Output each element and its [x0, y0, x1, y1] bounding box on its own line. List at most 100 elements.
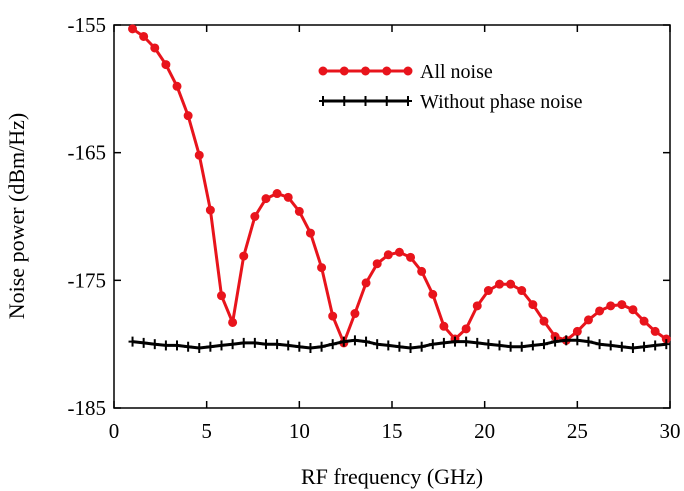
data-point — [216, 291, 226, 301]
data-point — [283, 192, 293, 202]
data-point — [606, 340, 615, 351]
data-point — [317, 263, 327, 273]
data-point — [617, 300, 627, 310]
data-point — [362, 336, 371, 347]
data-point — [506, 279, 516, 289]
data-point — [651, 340, 660, 351]
data-point — [328, 311, 338, 321]
data-point — [461, 324, 471, 334]
x-tick-label: 20 — [474, 419, 495, 443]
data-point — [473, 337, 482, 348]
data-point — [595, 339, 604, 350]
x-tick-label: 10 — [289, 419, 310, 443]
data-point — [205, 205, 215, 215]
data-point — [294, 206, 304, 216]
data-point — [562, 335, 571, 346]
data-point — [228, 339, 237, 350]
data-point — [584, 336, 593, 347]
data-point — [172, 81, 182, 91]
data-point — [239, 251, 249, 261]
data-point — [472, 301, 482, 311]
data-point — [295, 341, 304, 352]
data-point — [403, 66, 413, 76]
data-point — [406, 342, 415, 353]
data-point — [517, 341, 526, 352]
data-point — [361, 96, 370, 106]
data-point — [384, 340, 393, 351]
legend-item: Without phase noise — [319, 91, 583, 113]
data-point — [305, 228, 315, 238]
data-point — [394, 247, 404, 257]
data-point — [628, 305, 638, 315]
data-point — [261, 339, 270, 350]
data-point — [372, 259, 382, 269]
y-tick-label: -155 — [68, 13, 107, 37]
data-point — [517, 286, 527, 296]
data-point — [319, 96, 327, 106]
data-point — [539, 339, 548, 350]
data-point — [417, 341, 426, 352]
x-axis-label: RF frequency (GHz) — [301, 464, 483, 489]
data-point — [161, 60, 171, 70]
y-tick-label: -185 — [68, 396, 107, 420]
series-line — [131, 27, 668, 345]
data-point — [317, 341, 326, 352]
legend-label: All noise — [420, 61, 493, 83]
data-point — [572, 326, 582, 336]
data-point — [350, 309, 360, 319]
data-point — [361, 278, 371, 288]
data-point — [361, 66, 370, 76]
data-point — [184, 341, 193, 352]
x-tick-label: 30 — [660, 419, 681, 443]
legend-item: All noise — [318, 61, 493, 83]
data-point — [506, 341, 515, 352]
data-point — [328, 339, 337, 350]
data-point — [483, 286, 493, 296]
x-tick-label: 5 — [201, 419, 212, 443]
data-point — [128, 336, 137, 347]
data-point — [528, 300, 538, 310]
data-point — [495, 340, 504, 351]
data-point — [462, 336, 471, 347]
data-point — [161, 340, 170, 351]
data-point — [451, 336, 460, 347]
data-point — [617, 341, 626, 352]
data-point — [206, 341, 215, 352]
y-axis-label: Noise power (dBm/Hz) — [4, 113, 29, 320]
data-point — [261, 194, 271, 204]
data-point — [128, 24, 138, 34]
data-point — [428, 339, 437, 350]
data-point — [583, 315, 593, 325]
data-point — [484, 339, 493, 350]
data-point — [539, 316, 549, 326]
data-point — [404, 96, 412, 106]
data-point — [306, 342, 315, 353]
data-point — [662, 339, 671, 350]
series-1 — [128, 335, 671, 353]
data-point — [250, 212, 260, 221]
data-point — [272, 189, 282, 199]
axis-ticks: 0 5 10 15 20 25 30 -185 -175 -165 -155 — [68, 13, 681, 443]
data-point — [217, 340, 226, 351]
data-point — [382, 66, 392, 76]
data-point — [350, 335, 359, 346]
plot-frame — [113, 24, 671, 409]
data-point — [406, 252, 416, 262]
data-point — [528, 340, 537, 351]
data-point — [606, 301, 616, 311]
data-point — [150, 43, 160, 53]
series-layer — [128, 24, 671, 353]
data-point — [439, 321, 449, 331]
data-point — [228, 317, 238, 327]
data-point — [417, 266, 427, 276]
data-point — [573, 335, 582, 346]
data-point — [382, 96, 391, 106]
y-tick-label: -175 — [68, 268, 107, 292]
data-point — [139, 31, 149, 41]
data-point — [318, 66, 328, 76]
data-point — [383, 250, 393, 260]
data-point — [239, 337, 248, 348]
data-point — [139, 337, 148, 348]
data-point — [373, 339, 382, 350]
